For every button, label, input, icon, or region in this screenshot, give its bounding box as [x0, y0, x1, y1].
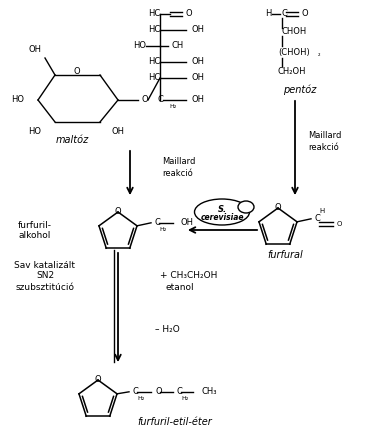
Text: (CHOH): (CHOH): [278, 48, 310, 56]
Text: O: O: [155, 387, 162, 396]
Text: szubsztitúció: szubsztitúció: [15, 282, 74, 291]
Text: OH: OH: [28, 45, 41, 55]
Text: ₂: ₂: [318, 52, 321, 58]
Text: C: C: [176, 387, 182, 396]
Text: CHOH: CHOH: [282, 28, 307, 37]
Text: OH: OH: [111, 128, 124, 136]
Text: C: C: [154, 218, 160, 227]
Text: HO: HO: [12, 96, 25, 104]
Text: reakció: reakció: [162, 169, 193, 177]
Text: alkohol: alkohol: [19, 232, 51, 240]
Text: HC: HC: [148, 10, 160, 18]
Text: HO: HO: [28, 128, 41, 136]
Text: S.: S.: [217, 205, 227, 214]
Text: CH₃: CH₃: [201, 387, 217, 396]
Text: HC: HC: [148, 73, 160, 83]
Text: O: O: [115, 208, 121, 216]
Text: O: O: [142, 96, 149, 104]
Text: HO: HO: [133, 42, 146, 51]
Text: etanol: etanol: [166, 282, 194, 291]
Text: SN2: SN2: [36, 271, 54, 281]
Ellipse shape: [238, 201, 254, 213]
Text: H: H: [265, 10, 271, 18]
Text: O: O: [95, 375, 101, 385]
Text: + CH₃CH₂OH: + CH₃CH₂OH: [160, 271, 217, 280]
Text: furfuril-: furfuril-: [18, 222, 52, 230]
Text: – H₂O: – H₂O: [155, 326, 180, 334]
Ellipse shape: [195, 199, 250, 225]
Text: HC: HC: [148, 25, 160, 35]
Text: furfural: furfural: [267, 250, 303, 260]
Text: reakció: reakció: [308, 142, 339, 152]
Text: C: C: [157, 96, 163, 104]
Text: C: C: [314, 214, 320, 223]
Text: OH: OH: [192, 73, 205, 83]
Text: O: O: [186, 10, 193, 18]
Text: C: C: [132, 387, 138, 396]
Text: pentóz: pentóz: [283, 85, 317, 95]
Text: C: C: [282, 10, 288, 18]
Text: HC: HC: [148, 58, 160, 66]
Text: furfuril-etil-éter: furfuril-etil-éter: [137, 417, 212, 427]
Text: H₂: H₂: [137, 396, 144, 401]
Text: O: O: [275, 204, 281, 212]
Text: O: O: [301, 10, 308, 18]
Text: CH₂OH: CH₂OH: [278, 67, 306, 76]
Text: O: O: [337, 221, 343, 227]
Text: H₂: H₂: [159, 227, 166, 232]
Text: Maillard: Maillard: [162, 157, 195, 166]
Text: OH: OH: [192, 25, 205, 35]
Text: OH: OH: [192, 58, 205, 66]
Text: H₂: H₂: [181, 396, 188, 401]
Text: H: H: [319, 208, 324, 214]
Text: Sav katalizált: Sav katalizált: [15, 260, 76, 270]
Text: Maillard: Maillard: [308, 131, 341, 139]
Text: OH: OH: [192, 96, 205, 104]
Text: H₂: H₂: [169, 104, 176, 108]
Text: maltóz: maltóz: [55, 135, 89, 145]
Text: CH: CH: [172, 42, 184, 51]
Text: O: O: [74, 67, 80, 76]
Text: cerevisiae: cerevisiae: [200, 214, 244, 222]
Text: OH: OH: [180, 218, 193, 227]
